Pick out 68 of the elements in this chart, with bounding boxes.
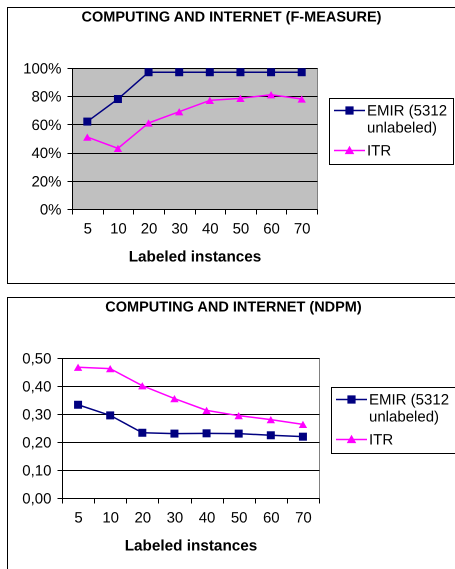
point	[206, 68, 214, 76]
y-tick-label: 0,50	[22, 350, 52, 368]
point	[175, 68, 184, 76]
legend-label: ITR	[369, 432, 394, 448]
x-tick-label: 30	[166, 510, 184, 526]
y-tick-label: 0,10	[22, 462, 52, 480]
point	[267, 68, 276, 76]
x-tick-label: 50	[230, 510, 248, 526]
y-tick-label: 60%	[31, 116, 62, 134]
point	[83, 118, 92, 126]
point	[266, 91, 276, 98]
x-tick-label: 70	[295, 510, 312, 526]
y-tick-label: 100%	[23, 60, 62, 78]
point	[206, 96, 214, 104]
y-tick-label: 20%	[31, 173, 62, 190]
point	[175, 108, 184, 116]
x-tick-label: 20	[134, 510, 152, 526]
x-tick-label: 40	[202, 220, 219, 238]
x-tick-label: 60	[262, 510, 280, 526]
point	[138, 382, 146, 390]
point	[202, 406, 211, 414]
point	[114, 144, 122, 152]
point	[144, 119, 153, 127]
x-tick-label: 10	[102, 510, 120, 526]
y-tick-label: 0,00	[22, 490, 52, 508]
point	[266, 416, 275, 424]
x-tick-label: 50	[232, 220, 250, 238]
point	[144, 68, 153, 76]
point	[114, 95, 122, 104]
point	[298, 68, 306, 76]
point	[202, 429, 211, 438]
point	[106, 365, 114, 372]
point	[236, 68, 244, 76]
x-tick-label: 70	[294, 220, 311, 238]
point	[298, 95, 306, 103]
x-tick-label: 60	[263, 220, 280, 238]
point	[138, 428, 146, 437]
x-tick-label: 10	[110, 220, 127, 238]
y-tick-label: 0,20	[22, 434, 52, 452]
y-tick-label: 80%	[31, 88, 62, 106]
x-axis-title: Labeled instances	[128, 248, 262, 266]
chart-title: COMPUTING AND INTERNET (NDPM)	[105, 300, 362, 316]
x-tick-label: 20	[140, 220, 158, 238]
point	[298, 432, 307, 441]
point	[236, 94, 245, 102]
point	[170, 430, 178, 438]
legend-label: EMIR (5312 unlabeled)	[369, 392, 450, 426]
point	[266, 431, 275, 440]
y-tick-label: 0,30	[22, 406, 52, 424]
point	[106, 411, 114, 420]
point	[83, 133, 92, 141]
x-tick-label: 40	[198, 510, 216, 526]
point	[234, 412, 243, 420]
y-tick-label: 0,40	[22, 378, 52, 396]
y-tick-label: 0%	[40, 202, 62, 218]
legend-label: EMIR (5312 unlabeled)	[367, 102, 448, 136]
legend-label: ITR	[367, 142, 392, 160]
point	[170, 394, 179, 402]
point	[74, 364, 82, 371]
x-axis-title: Labeled instances	[124, 538, 258, 554]
y-tick-label: 40%	[31, 145, 62, 162]
point	[298, 420, 308, 428]
x-tick-label: 5	[74, 510, 83, 526]
point	[234, 430, 243, 438]
x-tick-label: 5	[84, 220, 92, 238]
point	[74, 400, 82, 409]
x-tick-label: 30	[171, 220, 188, 238]
chart-title: COMPUTING AND INTERNET (F-MEASURE)	[82, 10, 382, 26]
